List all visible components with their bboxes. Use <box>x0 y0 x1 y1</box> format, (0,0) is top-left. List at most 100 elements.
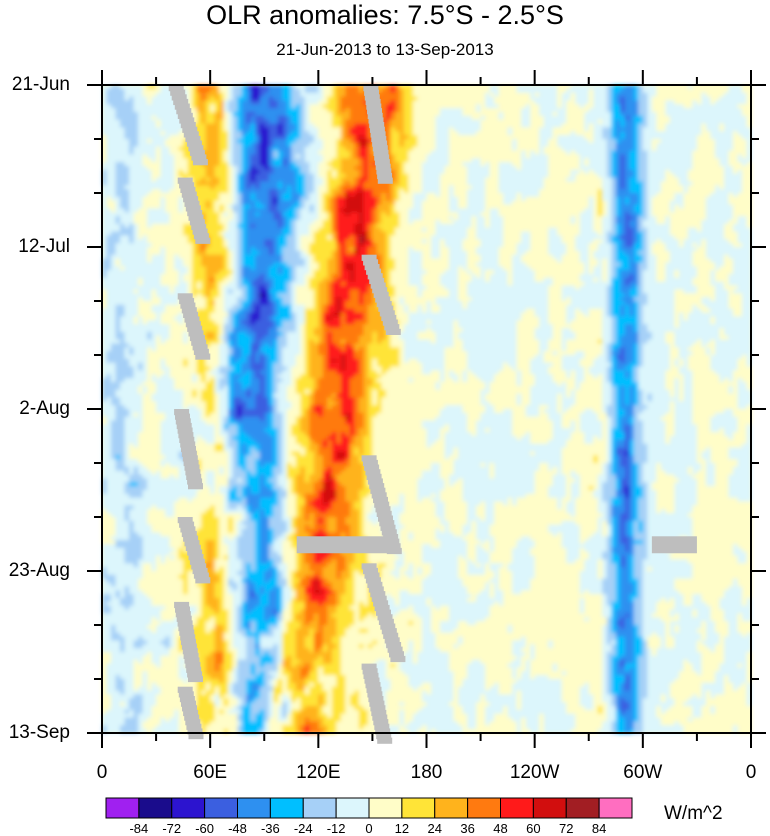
field-cell <box>233 124 238 128</box>
field-cell <box>233 108 238 112</box>
field-cell <box>287 120 292 124</box>
field-cell <box>120 116 125 120</box>
field-cell <box>300 108 305 112</box>
field-cell <box>341 108 346 112</box>
field-cell <box>670 112 675 116</box>
field-cell <box>336 93 341 97</box>
field-cell <box>246 89 251 93</box>
field-cell <box>215 100 220 104</box>
field-cell <box>327 104 332 108</box>
field-cell <box>445 116 450 120</box>
field-cell <box>445 100 450 104</box>
field-cell <box>327 116 332 120</box>
field-cell <box>165 108 170 112</box>
field-cell <box>440 100 445 104</box>
field-cell <box>670 116 675 120</box>
field-cell <box>607 120 612 124</box>
field-cell <box>535 116 540 120</box>
field-cell <box>485 124 490 128</box>
field-cell <box>156 100 161 104</box>
field-cell <box>120 108 125 112</box>
field-cell <box>422 97 427 101</box>
field-cell <box>512 116 517 120</box>
field-cell <box>269 89 274 93</box>
field-cell <box>156 104 161 108</box>
field-cell <box>454 93 459 97</box>
field-cell <box>395 100 400 104</box>
field-cell <box>305 89 310 93</box>
field-cell <box>206 93 211 97</box>
field-cell <box>683 104 688 108</box>
field-cell <box>733 89 738 93</box>
field-cell <box>629 124 634 128</box>
field-cell <box>679 89 684 93</box>
field-cell <box>152 116 157 120</box>
field-cell <box>408 97 413 101</box>
field-cell <box>359 104 364 108</box>
field-cell <box>607 93 612 97</box>
field-cell <box>656 93 661 97</box>
field-cell <box>476 108 481 112</box>
field-cell <box>336 112 341 116</box>
field-cell <box>476 100 481 104</box>
field-cell <box>305 100 310 104</box>
field-cell <box>404 89 409 93</box>
field-cell <box>647 89 652 93</box>
field-cell <box>472 116 477 120</box>
field-cell <box>553 89 558 93</box>
field-cell <box>350 120 355 124</box>
field-cell <box>499 116 504 120</box>
field-cell <box>264 97 269 101</box>
field-cell <box>472 100 477 104</box>
field-cell <box>273 120 278 124</box>
field-cell <box>485 93 490 97</box>
field-cell <box>287 124 292 128</box>
field-cell <box>215 112 220 116</box>
field-cell <box>224 89 229 93</box>
field-cell <box>548 97 553 101</box>
field-cell <box>251 112 256 116</box>
field-cell <box>521 89 526 93</box>
field-cell <box>449 112 454 116</box>
field-cell <box>436 116 441 120</box>
field-cell <box>287 97 292 101</box>
field-cell <box>733 97 738 101</box>
field-cell <box>318 112 323 116</box>
field-cell <box>445 97 450 101</box>
field-cell <box>327 108 332 112</box>
field-cell <box>201 104 206 108</box>
field-cell <box>404 104 409 108</box>
field-cell <box>246 120 251 124</box>
field-cell <box>665 93 670 97</box>
field-cell <box>336 100 341 104</box>
field-cell <box>269 104 274 108</box>
field-cell <box>427 112 432 116</box>
field-cell <box>246 116 251 120</box>
field-cell <box>737 116 742 120</box>
field-cell <box>490 104 495 108</box>
field-cell <box>692 116 697 120</box>
field-cell <box>116 93 121 97</box>
field-cell <box>318 124 323 128</box>
field-cell <box>282 108 287 112</box>
field-cell <box>116 104 121 108</box>
field-cell <box>161 112 166 116</box>
field-cell <box>156 97 161 101</box>
field-cell <box>715 124 720 128</box>
field-cell <box>638 116 643 120</box>
field-cell <box>539 124 544 128</box>
field-cell <box>273 116 278 120</box>
field-cell <box>679 97 684 101</box>
field-cell <box>305 93 310 97</box>
field-cell <box>210 100 215 104</box>
field-cell <box>625 93 630 97</box>
field-cell <box>679 93 684 97</box>
field-cell <box>219 112 224 116</box>
field-cell <box>125 100 130 104</box>
field-cell <box>481 108 486 112</box>
field-cell <box>336 124 341 128</box>
field-cell <box>120 89 125 93</box>
field-cell <box>381 108 386 112</box>
field-cell <box>278 97 283 101</box>
field-cell <box>512 112 517 116</box>
